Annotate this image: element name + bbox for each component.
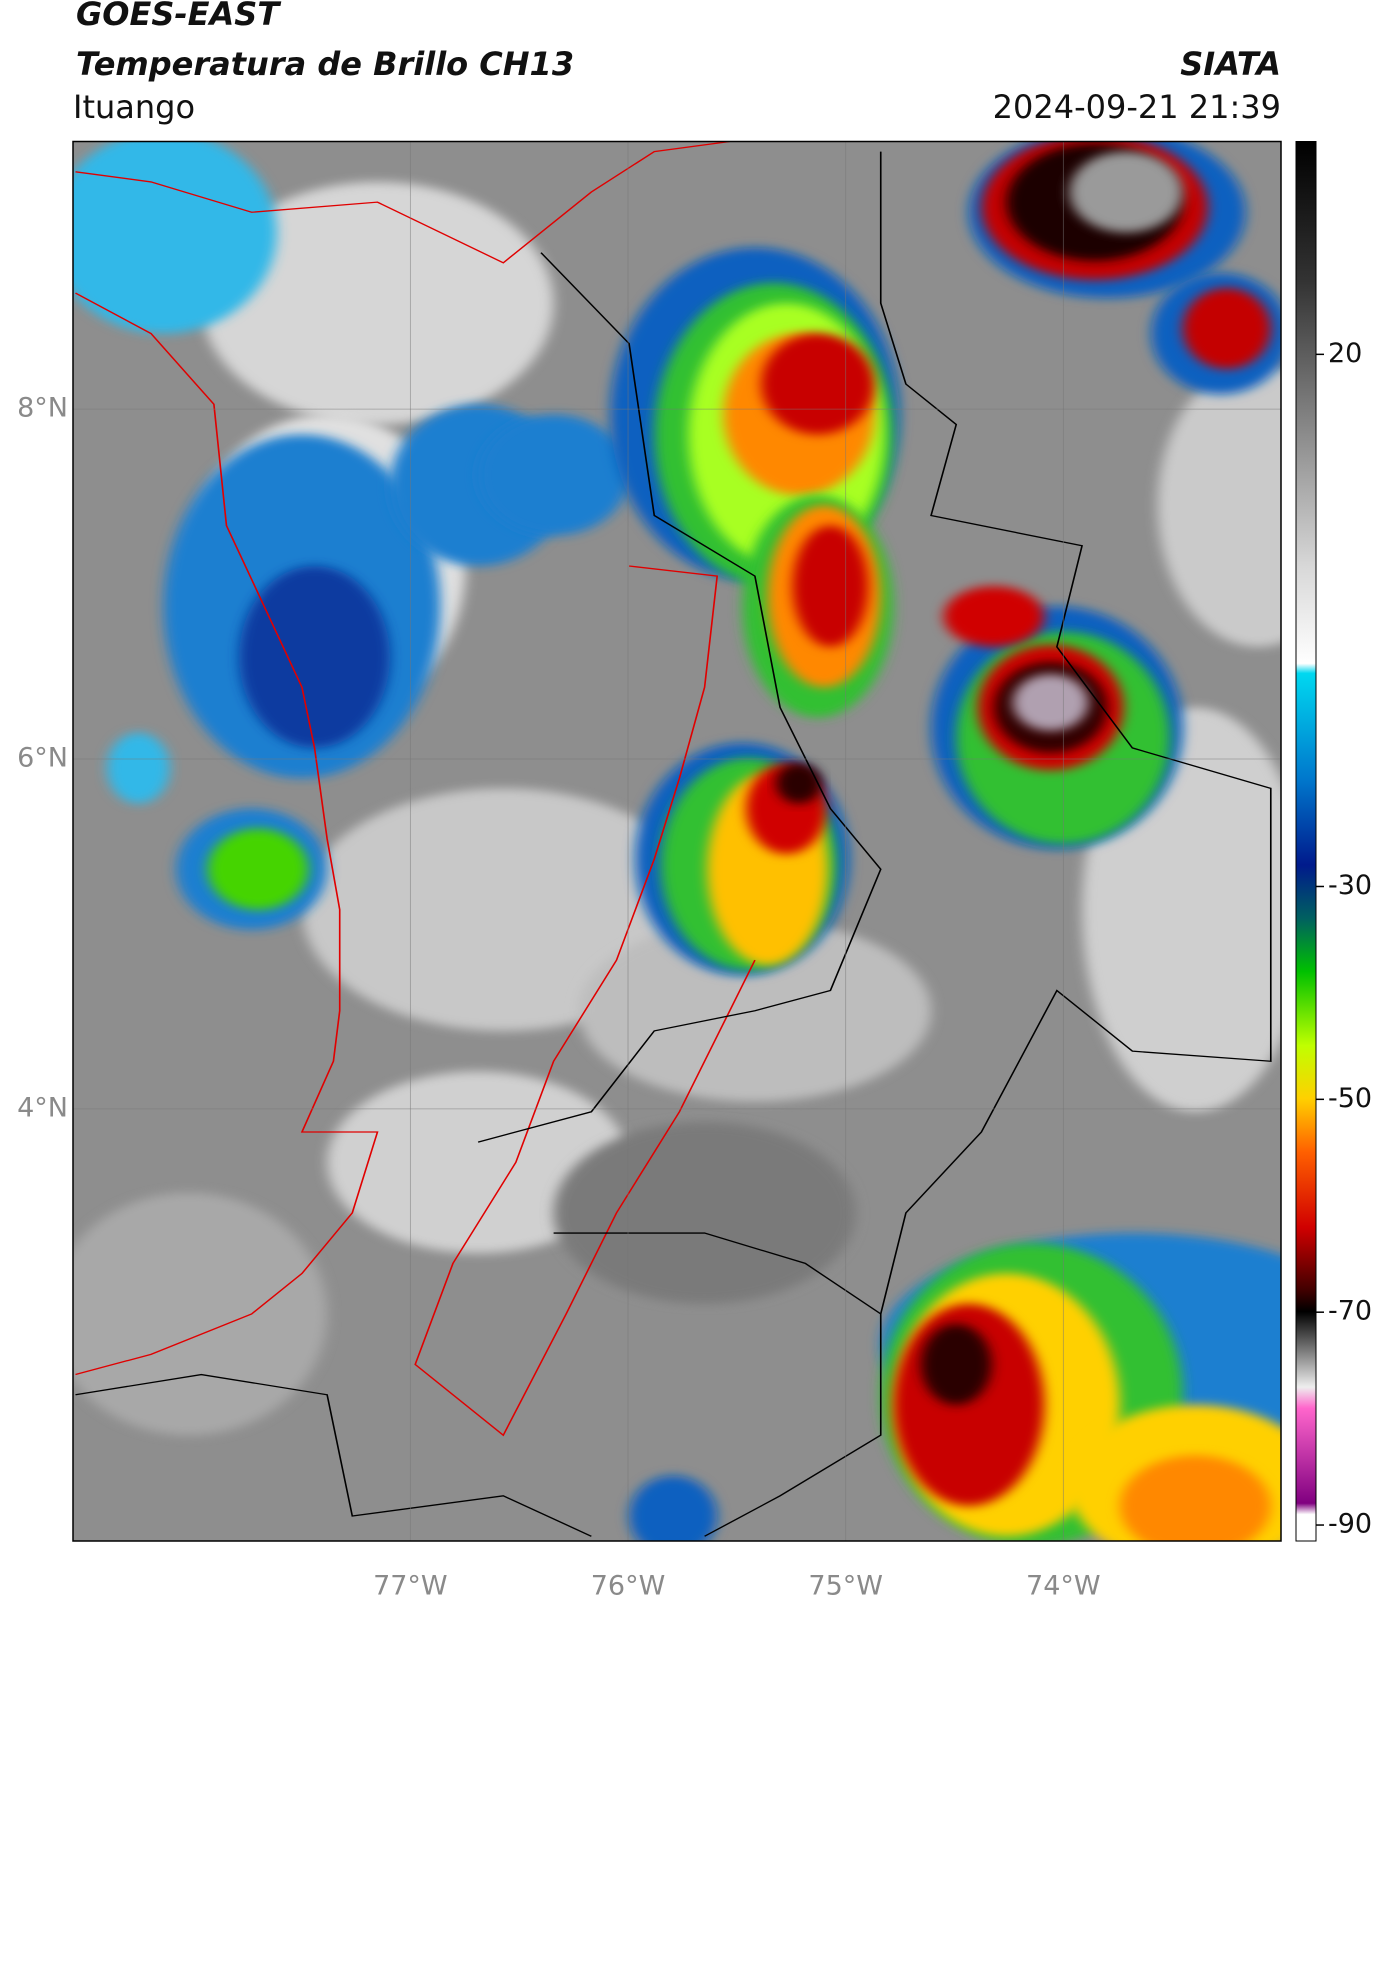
x-tick-label: 74°W xyxy=(1026,1571,1101,1602)
x-tick-label: 76°W xyxy=(591,1571,666,1602)
colorbar-tick-label: -70 xyxy=(1328,1296,1372,1327)
title: GOES-EAST xyxy=(76,0,281,33)
colorbar-tick-label: -50 xyxy=(1328,1083,1372,1114)
colorbar-tick-label: -30 xyxy=(1328,870,1372,901)
colorbar-tick-label: -90 xyxy=(1328,1509,1372,1540)
cloud-feature xyxy=(921,1324,992,1405)
datetime: 2024-09-21 21:39 xyxy=(993,88,1281,126)
cloud-feature xyxy=(776,763,822,804)
cloud-feature xyxy=(207,828,309,910)
cloud-feature xyxy=(1069,151,1183,233)
map xyxy=(73,141,1281,1541)
cloud-feature xyxy=(73,1192,328,1436)
x-tick-label: 77°W xyxy=(373,1571,448,1602)
cloud-feature xyxy=(73,141,277,334)
cloud-feature xyxy=(1182,288,1271,369)
cloud-feature xyxy=(201,181,554,425)
cloud-feature xyxy=(1119,1455,1271,1541)
border-line xyxy=(553,1232,882,1537)
source: SIATA xyxy=(1180,45,1281,83)
cloud-feature xyxy=(1157,363,1281,647)
y-tick-label: 4°N xyxy=(17,1092,68,1123)
colorbar xyxy=(1295,141,1317,1542)
map-frame xyxy=(72,140,1282,1542)
cloud-feature xyxy=(106,732,170,804)
cloud-feature xyxy=(1012,674,1089,731)
cloud-feature xyxy=(239,565,391,748)
border-line xyxy=(414,565,756,1437)
border-line xyxy=(75,1373,592,1537)
border-line xyxy=(477,252,882,1143)
cloud-feature xyxy=(553,1121,856,1304)
y-tick-label: 6°N xyxy=(17,743,68,774)
cloud-feature xyxy=(943,586,1045,647)
cloud-feature xyxy=(327,1071,630,1254)
subtitle: Temperatura de Brillo CH13 xyxy=(76,45,574,83)
border-line xyxy=(75,141,730,264)
cloud-feature xyxy=(478,414,630,536)
satellite-imagery xyxy=(73,141,1281,1541)
colorbar-tick-label: 20 xyxy=(1328,338,1362,369)
cloud-feature xyxy=(629,1475,718,1541)
border-line xyxy=(75,292,379,1376)
cloud-feature xyxy=(761,333,875,435)
x-tick-label: 75°W xyxy=(808,1571,883,1602)
location: Ituango xyxy=(73,88,195,126)
y-tick-label: 8°N xyxy=(17,393,68,424)
border-line xyxy=(879,151,1272,1315)
cloud-feature xyxy=(792,525,869,647)
